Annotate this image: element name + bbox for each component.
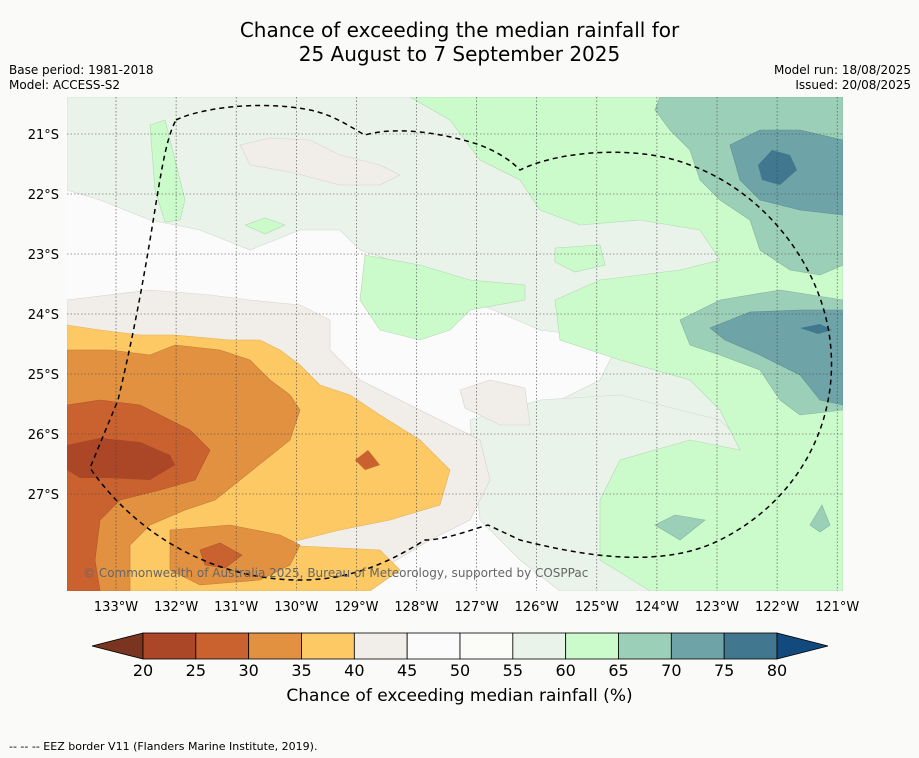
title-line-1: Chance of exceeding the median rainfall … <box>239 18 680 42</box>
colorbar-tick-label: 55 <box>503 661 523 680</box>
latitude-label: 22°S <box>28 188 59 203</box>
field-25-30-south <box>199 542 243 569</box>
map-title: Chance of exceeding the median rainfall … <box>0 18 919 66</box>
colorbar-segment <box>301 632 355 660</box>
colorbar-tick-label: 70 <box>661 661 681 680</box>
longitude-label: 122°W <box>755 600 799 615</box>
title-line-2: 25 August to 7 September 2025 <box>298 42 621 66</box>
longitude-labels: 133°W 132°W 131°W 130°W 129°W 128°W 127°W 126°W… <box>94 600 860 615</box>
longitude-label: 131°W <box>214 600 258 615</box>
colorbar-tick-label: 35 <box>291 661 311 680</box>
field-60-65-small <box>554 244 606 273</box>
field-40-45-center <box>459 379 531 426</box>
colorbar-segment <box>142 632 197 660</box>
colorbar-segment <box>670 632 725 660</box>
copyright-text: © Commonwealth of Australia 2025, Bureau… <box>83 566 588 580</box>
colorbar-tick-label: 75 <box>714 661 734 680</box>
field-40-45-north <box>239 137 401 186</box>
colorbar-tick-label: 50 <box>450 661 470 680</box>
latitude-label: 24°S <box>28 308 59 323</box>
latitude-labels: 21°S 22°S 23°S 24°S 25°S 26°S 27°S <box>28 128 59 503</box>
colorbar-segment <box>406 632 461 660</box>
colorbar-segment <box>512 632 567 660</box>
longitude-label: 128°W <box>394 600 438 615</box>
longitude-label: 121°W <box>815 600 859 615</box>
colorbar-tick-label: 25 <box>186 661 206 680</box>
field-65-70-southeast <box>809 504 831 533</box>
latitude-label: 23°S <box>28 248 59 263</box>
colorbar-tick-label: 80 <box>767 661 787 680</box>
colorbar-tick-label: 20 <box>133 661 153 680</box>
longitude-label: 133°W <box>94 600 138 615</box>
longitude-label: 123°W <box>695 600 739 615</box>
colorbar-segment <box>195 632 250 660</box>
longitude-label: 124°W <box>635 600 679 615</box>
colorbar-tick-label: 65 <box>608 661 628 680</box>
meta-left: Base period: 1981-2018 Model: ACCESS-S2 <box>9 63 154 93</box>
field-75-80-north <box>758 150 797 185</box>
model-name: Model: ACCESS-S2 <box>9 78 121 92</box>
eez-border <box>89 104 833 581</box>
field-60-65-east <box>409 97 843 591</box>
longitude-label: 130°W <box>274 600 318 615</box>
field-25-30-dot <box>355 450 380 470</box>
latitude-label: 26°S <box>28 428 59 443</box>
colorbar-segment <box>723 632 778 660</box>
colorbar-tick-label: 45 <box>397 661 417 680</box>
latitude-label: 21°S <box>28 128 59 143</box>
colorbar-segment <box>565 632 619 660</box>
colorbar-label: Chance of exceeding median rainfall (%) <box>286 686 633 706</box>
colorbar-segment <box>353 632 408 660</box>
map-fields: © Commonwealth of Australia 2025, Bureau… <box>67 97 843 591</box>
longitude-label: 129°W <box>334 600 378 615</box>
colorbar-segment <box>248 632 302 660</box>
colorbar-tick-label: 40 <box>344 661 364 680</box>
longitude-label: 132°W <box>154 600 198 615</box>
base-period: Base period: 1981-2018 <box>9 63 154 77</box>
colorbar-under-arrow <box>91 632 144 660</box>
colorbar-tick-label: 30 <box>238 661 258 680</box>
field-60-65-center <box>359 254 526 341</box>
latitude-label: 27°S <box>28 488 59 503</box>
field-70-75-east <box>709 309 843 406</box>
colorbar-ticks: 20 25 30 35 40 45 50 55 60 65 70 75 80 <box>133 661 787 680</box>
issued-date: Issued: 20/08/2025 <box>795 78 911 92</box>
colorbar-over-arrow <box>776 632 829 660</box>
longitude-label: 126°W <box>515 600 559 615</box>
field-65-70-south <box>654 514 706 541</box>
latitude-label: 25°S <box>28 368 59 383</box>
longitude-label: 127°W <box>455 600 499 615</box>
meta-right: Model run: 18/08/2025 Issued: 20/08/2025 <box>774 63 911 93</box>
field-20-25 <box>67 438 175 480</box>
colorbar-segment <box>459 632 514 660</box>
field-60-65-dot <box>244 217 286 235</box>
field-75-80-east <box>800 324 832 334</box>
colorbar <box>91 632 829 660</box>
eez-legend-note: -- -- -- EEZ border V11 (Flanders Marine… <box>9 740 318 753</box>
colorbar-tick-label: 60 <box>555 661 575 680</box>
longitude-label: 125°W <box>575 600 619 615</box>
model-run: Model run: 18/08/2025 <box>773 63 911 77</box>
colorbar-segment <box>618 632 672 660</box>
